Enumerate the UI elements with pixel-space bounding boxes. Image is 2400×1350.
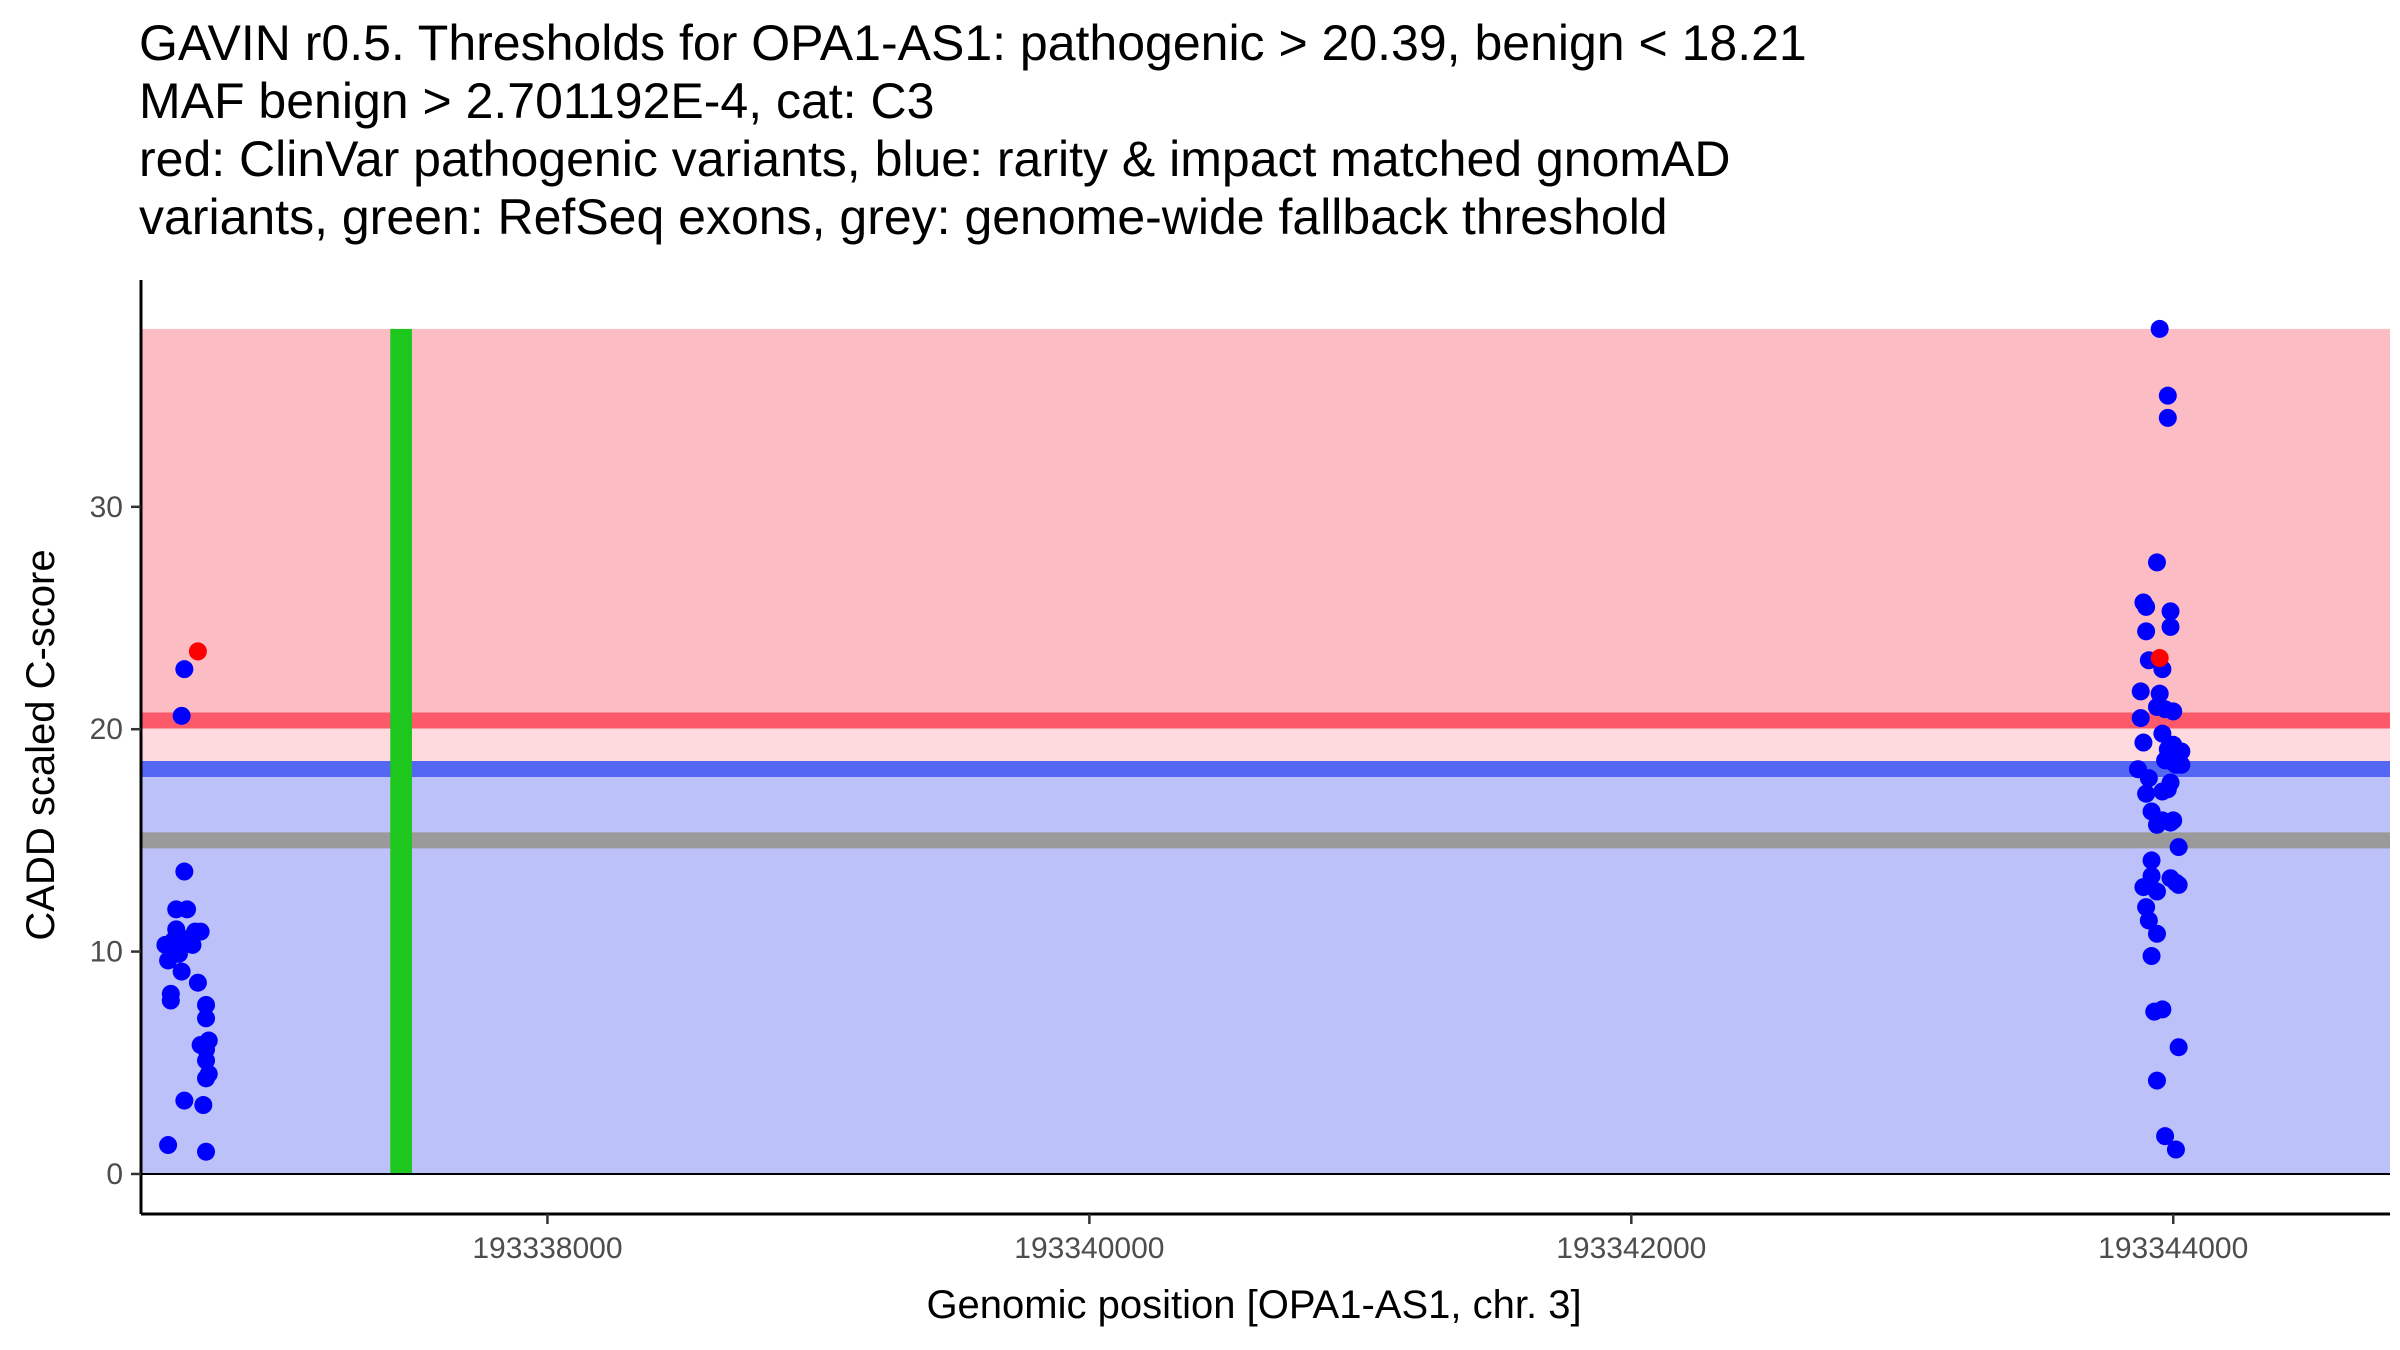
intermediate-zone <box>141 720 2390 770</box>
gnomad-point <box>167 920 186 939</box>
gnomad-point <box>2153 1000 2172 1019</box>
benign-zone <box>141 769 2390 1174</box>
gnomad-point <box>2150 319 2169 338</box>
y-tick-label: 20 <box>90 713 123 746</box>
gnomad-point <box>2169 838 2188 857</box>
y-tick-label: 0 <box>106 1158 123 1191</box>
y-tick-label: 30 <box>90 491 123 524</box>
exon-bar <box>390 328 412 1174</box>
gnomad-point <box>2137 622 2156 641</box>
gnomad-point <box>2161 617 2180 636</box>
x-axis-title: Genomic position [OPA1-AS1, chr. 3] <box>926 1283 1581 1327</box>
x-tick-label: 193344000 <box>2098 1232 2248 1265</box>
exon-bars <box>390 328 412 1174</box>
title-line-3: red: ClinVar pathogenic variants, blue: … <box>139 131 1731 187</box>
gnomad-point <box>2172 755 2191 774</box>
gnomad-point <box>2158 386 2177 405</box>
threshold-bands <box>141 328 2390 1174</box>
title-line-4: variants, green: RefSeq exons, grey: gen… <box>139 189 1668 245</box>
gnomad-point <box>2153 782 2172 801</box>
gnomad-point <box>2139 911 2158 930</box>
gnomad-point <box>2147 924 2166 943</box>
gnomad-point <box>175 862 194 881</box>
gnomad-point <box>199 1064 218 1083</box>
chart-title: GAVIN r0.5. Thresholds for OPA1-AS1: pat… <box>139 14 2379 246</box>
gnomad-point <box>2164 702 2183 721</box>
gnomad-point <box>2150 684 2169 703</box>
gnomad-point <box>2131 709 2150 728</box>
gnomad-point <box>2147 815 2166 834</box>
gnomad-point <box>178 900 197 919</box>
gnomad-point <box>175 1091 194 1110</box>
variant-points <box>156 319 2191 1161</box>
gnomad-point <box>2142 947 2161 966</box>
gnomad-point <box>2134 733 2153 752</box>
gnomad-point <box>194 1096 213 1115</box>
x-tick-label: 193342000 <box>1556 1232 1706 1265</box>
gnomad-point <box>2142 866 2161 885</box>
pathogenic-zone <box>141 328 2390 721</box>
gnomad-point <box>183 935 202 954</box>
y-axis-title: CADD scaled C-score <box>19 549 63 940</box>
gnomad-point <box>197 1009 216 1028</box>
gnomad-point <box>2142 851 2161 870</box>
title-line-2: MAF benign > 2.701192E-4, cat: C3 <box>139 73 935 129</box>
gnomad-point <box>2139 769 2158 788</box>
y-tick-label: 10 <box>90 936 123 969</box>
gnomad-point <box>197 995 216 1014</box>
gnomad-point <box>2156 1127 2175 1146</box>
gnomad-point <box>2161 602 2180 621</box>
clinvar-point <box>188 642 207 661</box>
gnomad-point <box>2169 875 2188 894</box>
gnomad-point <box>188 973 207 992</box>
clinvar-point <box>2150 649 2169 668</box>
gnomad-point <box>2137 898 2156 917</box>
gnomad-point <box>2147 1071 2166 1090</box>
gnomad-point <box>2169 1038 2188 1057</box>
axes: 0 10 20 30 193338000 193340000 193342000 193344… <box>90 280 2390 1265</box>
gnomad-point <box>2131 682 2150 701</box>
title-line-1: GAVIN r0.5. Thresholds for OPA1-AS1: pat… <box>139 15 1807 71</box>
gnomad-point <box>191 922 210 941</box>
x-tick-label: 193338000 <box>472 1232 622 1265</box>
gnomad-point <box>172 706 191 725</box>
gnomad-point <box>175 660 194 679</box>
gnomad-point <box>2166 1140 2185 1159</box>
gnomad-point <box>199 1031 218 1050</box>
gnomad-point <box>2147 553 2166 572</box>
gnomad-point <box>2137 784 2156 803</box>
gnomad-point <box>2172 742 2191 761</box>
gnomad-point <box>2147 882 2166 901</box>
x-tick-label: 193340000 <box>1014 1232 1164 1265</box>
gnomad-point <box>172 962 191 981</box>
gnomad-point <box>159 1136 178 1155</box>
gnomad-point <box>197 1142 216 1161</box>
gnomad-point <box>2164 811 2183 830</box>
gnomad-point <box>197 1051 216 1070</box>
gnomad-point <box>2153 724 2172 743</box>
gnomad-point <box>2158 408 2177 427</box>
gnomad-point <box>161 991 180 1010</box>
gnomad-point <box>2137 597 2156 616</box>
